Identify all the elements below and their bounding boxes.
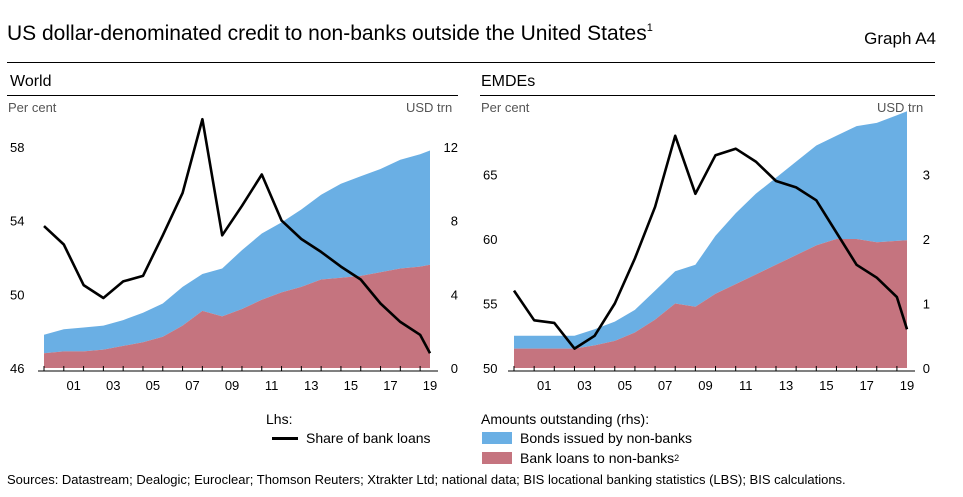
world-y-right-tick-label: 8 bbox=[451, 214, 458, 229]
legend-bonds: Bonds issued by non-banks bbox=[482, 430, 692, 446]
world-bonds-area bbox=[44, 150, 430, 354]
emde-x-tick-label: 15 bbox=[819, 378, 833, 393]
world-y-right-tick-label: 4 bbox=[451, 287, 458, 302]
world-y-left-tick-label: 54 bbox=[10, 214, 24, 229]
legend-rhs-heading: Amounts outstanding (rhs): bbox=[481, 411, 650, 427]
emde-x-tick-label: 03 bbox=[577, 378, 591, 393]
world-share-line bbox=[43, 117, 432, 354]
world-left-unit: Per cent bbox=[8, 100, 57, 115]
world-x-tick-label: 11 bbox=[265, 378, 279, 393]
emde-y-right-tick-label: 0 bbox=[923, 361, 930, 376]
legend-share: Share of bank loans bbox=[272, 430, 431, 446]
loans-swatch bbox=[482, 452, 512, 464]
emde-x-tick-label: 11 bbox=[739, 378, 753, 393]
emde-panel-title: EMDEs bbox=[481, 73, 536, 90]
world-x-tick-label: 15 bbox=[344, 378, 358, 393]
legend-share-label: Share of bank loans bbox=[306, 430, 431, 446]
world-y-left-tick-label: 46 bbox=[10, 361, 24, 376]
world-right-unit: USD trn bbox=[406, 100, 453, 115]
world-x-tick-label: 13 bbox=[304, 378, 318, 393]
title-footnote-marker: 1 bbox=[646, 22, 653, 34]
world-x-tick-label: 03 bbox=[106, 378, 120, 393]
world-y-left-tick-label: 50 bbox=[10, 287, 24, 302]
emde-y-right-tick-label: 1 bbox=[923, 297, 930, 312]
emde-right-unit: USD trn bbox=[877, 100, 924, 115]
emde-left-unit: Per cent bbox=[481, 100, 530, 115]
world-x-tick-label: 17 bbox=[383, 378, 397, 393]
world-y-left-tick-label: 58 bbox=[10, 140, 24, 155]
emde-x-tick-label: 13 bbox=[779, 378, 793, 393]
world-panel-rule bbox=[7, 95, 458, 96]
emde-y-left-tick-label: 65 bbox=[483, 168, 497, 183]
world-x-tick-label: 07 bbox=[185, 378, 199, 393]
world-panel-title: World bbox=[10, 73, 52, 90]
emde-y-right-tick-label: 2 bbox=[923, 232, 930, 247]
legend-loans-label: Bank loans to non-banks bbox=[520, 450, 675, 466]
world-x-tick-label: 19 bbox=[423, 378, 437, 393]
graph-number: Graph A4 bbox=[864, 29, 936, 48]
emde-loans-area bbox=[514, 239, 907, 368]
graph-title: US dollar-denominated credit to non-bank… bbox=[7, 22, 653, 45]
emde-y-left-tick-label: 50 bbox=[483, 361, 497, 376]
world-y-right-tick-label: 0 bbox=[451, 361, 458, 376]
loans-footnote-marker: 2 bbox=[674, 453, 680, 463]
emde-share-line bbox=[512, 134, 909, 350]
legend-loans: Bank loans to non-banks 2 bbox=[482, 450, 679, 466]
emde-x-tick-label: 09 bbox=[698, 378, 712, 393]
emde-x-tick-label: 05 bbox=[618, 378, 632, 393]
emde-x-tick-label: 19 bbox=[900, 378, 914, 393]
world-loans-area bbox=[44, 264, 430, 368]
bonds-swatch bbox=[482, 432, 512, 444]
share-line-swatch bbox=[272, 436, 298, 440]
emde-x-tick-label: 07 bbox=[658, 378, 672, 393]
emde-y-left-tick-label: 55 bbox=[483, 297, 497, 312]
emde-x-tick-label: 17 bbox=[859, 378, 873, 393]
header-rule bbox=[7, 62, 935, 63]
emde-y-left-tick-label: 60 bbox=[483, 232, 497, 247]
world-x-tick-label: 01 bbox=[66, 378, 80, 393]
sources-note: Sources: Datastream; Dealogic; Euroclear… bbox=[7, 472, 846, 487]
world-y-right-tick-label: 12 bbox=[444, 140, 458, 155]
emde-bonds-area bbox=[514, 111, 907, 349]
world-x-tick-label: 09 bbox=[225, 378, 239, 393]
emde-x-tick-label: 01 bbox=[537, 378, 551, 393]
emde-panel-rule bbox=[480, 95, 935, 96]
emde-y-right-tick-label: 3 bbox=[923, 168, 930, 183]
legend-bonds-label: Bonds issued by non-banks bbox=[520, 430, 692, 446]
world-x-tick-label: 05 bbox=[146, 378, 160, 393]
legend-lhs-heading: Lhs: bbox=[266, 411, 293, 427]
